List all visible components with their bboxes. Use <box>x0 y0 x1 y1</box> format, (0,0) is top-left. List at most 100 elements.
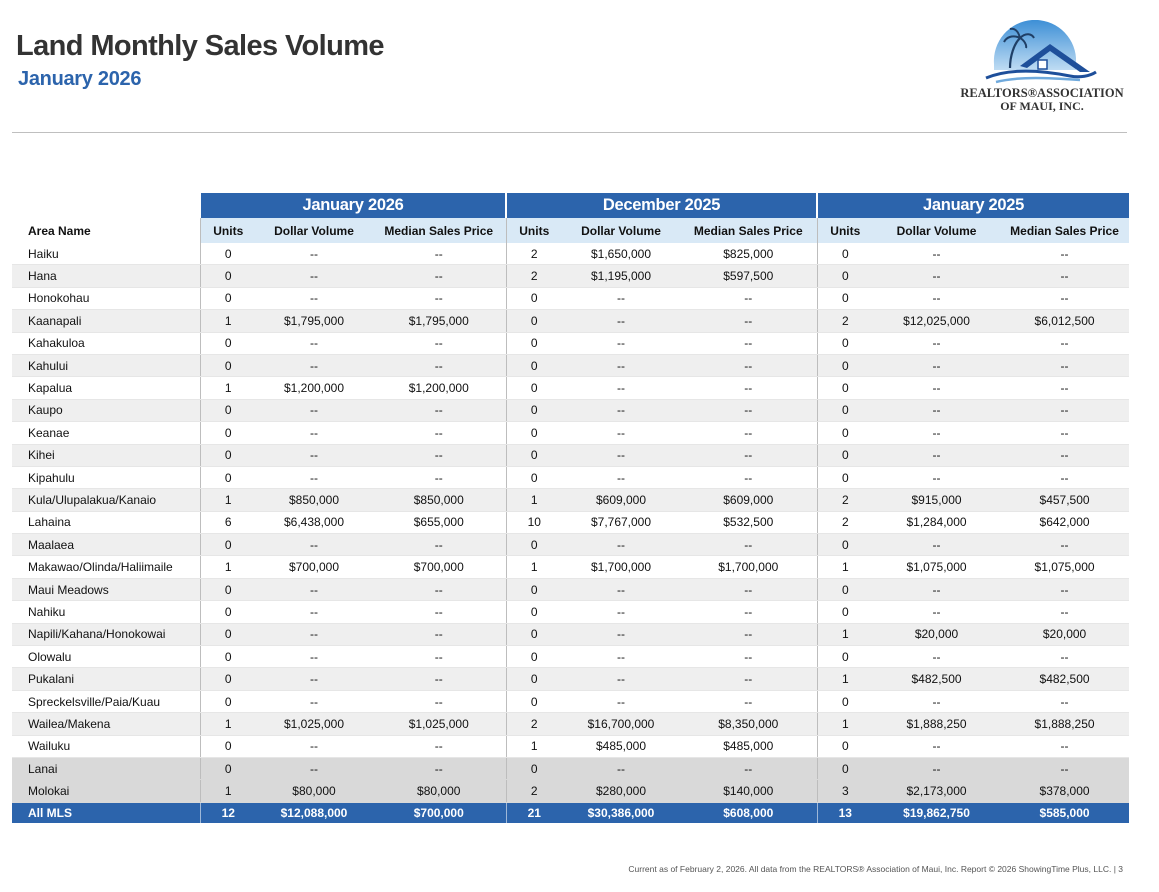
units-cell: 0 <box>816 757 874 781</box>
median-price-cell: $378,000 <box>1000 779 1130 803</box>
dollar-volume-cell: -- <box>256 399 372 423</box>
median-price-cell: $850,000 <box>372 488 506 512</box>
units-cell: 0 <box>816 332 874 355</box>
dollar-volume-cell: $1,075,000 <box>873 555 1001 579</box>
logo-text-line2: OF MAUI, INC. <box>1000 99 1084 113</box>
median-price-cell: $825,000 <box>680 243 818 266</box>
table-row: Makawao/Olinda/Haliimaile 1 $700,000 $700,0… <box>12 555 1130 579</box>
dollar-volume-cell: -- <box>562 421 680 445</box>
dollar-volume-cell: $1,195,000 <box>562 264 680 288</box>
median-price-cell: -- <box>372 243 506 266</box>
dollar-volume-cell: -- <box>256 735 372 758</box>
dollar-volume-cell: $1,284,000 <box>873 511 1001 535</box>
dollar-volume-cell: $1,700,000 <box>562 555 680 579</box>
units-cell: 0 <box>199 466 256 490</box>
units-cell: 1 <box>199 488 256 512</box>
units-cell: 1 <box>199 309 256 333</box>
dollar-volume-cell: -- <box>873 444 1001 467</box>
median-price-cell: -- <box>1000 399 1130 423</box>
units-cell: 12 <box>199 802 256 823</box>
area-name-cell: Kapalua <box>12 376 200 400</box>
units-cell: 0 <box>199 578 256 602</box>
median-price-cell: $1,700,000 <box>680 555 818 579</box>
units-cell: 0 <box>816 444 874 467</box>
dollar-volume-cell: $2,173,000 <box>873 779 1001 803</box>
units-cell: 1 <box>505 555 562 579</box>
units-cell: 2 <box>816 511 874 535</box>
median-price-cell: $6,012,500 <box>1000 309 1130 333</box>
dollar-volume-cell: -- <box>873 399 1001 423</box>
dollar-volume-cell: $915,000 <box>873 488 1001 512</box>
table-row: Pukalani 0 -- -- 0 -- -- 1 $482,500 $482,500 <box>12 667 1130 691</box>
dollar-volume-cell: -- <box>256 332 372 355</box>
period-header-spacer <box>12 193 200 218</box>
units-cell: 0 <box>816 376 874 400</box>
units-cell: 0 <box>199 600 256 624</box>
dollar-volume-cell: -- <box>562 623 680 647</box>
table-row: Molokai 1 $80,000 $80,000 2 $280,000 $140,000 3… <box>12 779 1130 803</box>
median-price-cell: -- <box>680 578 818 602</box>
dollar-volume-cell: -- <box>562 667 680 691</box>
column-header-row: Area Name Units Dollar Volume Median Sal… <box>12 218 1130 243</box>
dollar-volume-cell: -- <box>256 264 372 288</box>
units-cell: 1 <box>199 376 256 400</box>
header-divider <box>12 132 1127 133</box>
median-price-cell: -- <box>1000 757 1130 781</box>
dollar-volume-cell: -- <box>562 399 680 423</box>
units-cell: 0 <box>505 376 562 400</box>
table-row: Kahului 0 -- -- 0 -- -- 0 -- -- <box>12 354 1130 378</box>
dollar-volume-cell: -- <box>256 690 372 714</box>
units-cell: 0 <box>199 354 256 378</box>
dollar-volume-cell: $609,000 <box>562 488 680 512</box>
area-name-cell: Kahakuloa <box>12 332 200 355</box>
area-name-cell: Maalaea <box>12 533 200 557</box>
median-price-cell: -- <box>1000 243 1130 266</box>
dollar-volume-cell: -- <box>256 287 372 311</box>
dollar-volume-cell: -- <box>256 645 372 669</box>
dollar-volume-cell: -- <box>873 757 1001 781</box>
dollar-volume-cell: -- <box>256 421 372 445</box>
median-price-cell: $608,000 <box>680 802 818 823</box>
median-price-cell: $482,500 <box>1000 667 1130 691</box>
dollar-volume-cell: -- <box>562 578 680 602</box>
units-cell: 2 <box>816 488 874 512</box>
units-cell: 0 <box>505 667 562 691</box>
median-price-cell: $700,000 <box>372 555 506 579</box>
area-name-cell: Pukalani <box>12 667 200 691</box>
dollar-volume-cell: -- <box>562 757 680 781</box>
dollar-volume-cell: -- <box>562 309 680 333</box>
dollar-volume-cell: -- <box>256 623 372 647</box>
period-header: December 2025 <box>504 193 818 218</box>
median-price-cell: -- <box>680 690 818 714</box>
dollar-volume-cell: -- <box>562 376 680 400</box>
dollar-volume-cell: -- <box>256 533 372 557</box>
dollar-volume-cell: -- <box>256 600 372 624</box>
dollar-volume-cell: $1,200,000 <box>256 376 372 400</box>
units-cell: 0 <box>199 399 256 423</box>
dollar-volume-cell: -- <box>562 444 680 467</box>
median-price-cell: -- <box>1000 332 1130 355</box>
dollar-volume-cell: $482,500 <box>873 667 1001 691</box>
dollar-volume-cell: $20,000 <box>873 623 1001 647</box>
median-price-cell: $642,000 <box>1000 511 1130 535</box>
dollar-volume-header: Dollar Volume <box>256 218 372 243</box>
association-logo: REALTORS®ASSOCIATION OF MAUI, INC. <box>950 20 1130 115</box>
median-price-cell: $8,350,000 <box>680 712 818 736</box>
dollar-volume-cell: $485,000 <box>562 735 680 758</box>
area-name-cell: Maui Meadows <box>12 578 200 602</box>
dollar-volume-cell: -- <box>873 466 1001 490</box>
median-price-cell: -- <box>1000 287 1130 311</box>
logo-emblem-icon <box>985 20 1097 84</box>
units-cell: 0 <box>199 690 256 714</box>
dollar-volume-cell: -- <box>562 466 680 490</box>
median-price-cell: -- <box>372 287 506 311</box>
period-header: January 2026 <box>199 193 506 218</box>
units-header: Units <box>505 218 562 243</box>
area-name-cell: Nahiku <box>12 600 200 624</box>
table-row: Maalaea 0 -- -- 0 -- -- 0 -- -- <box>12 533 1130 557</box>
area-name-cell: Makawao/Olinda/Haliimaile <box>12 555 200 579</box>
dollar-volume-cell: -- <box>873 376 1001 400</box>
units-cell: 0 <box>505 600 562 624</box>
period-header-row: January 2026 December 2025 January 2025 <box>12 193 1130 218</box>
units-cell: 0 <box>816 645 874 669</box>
